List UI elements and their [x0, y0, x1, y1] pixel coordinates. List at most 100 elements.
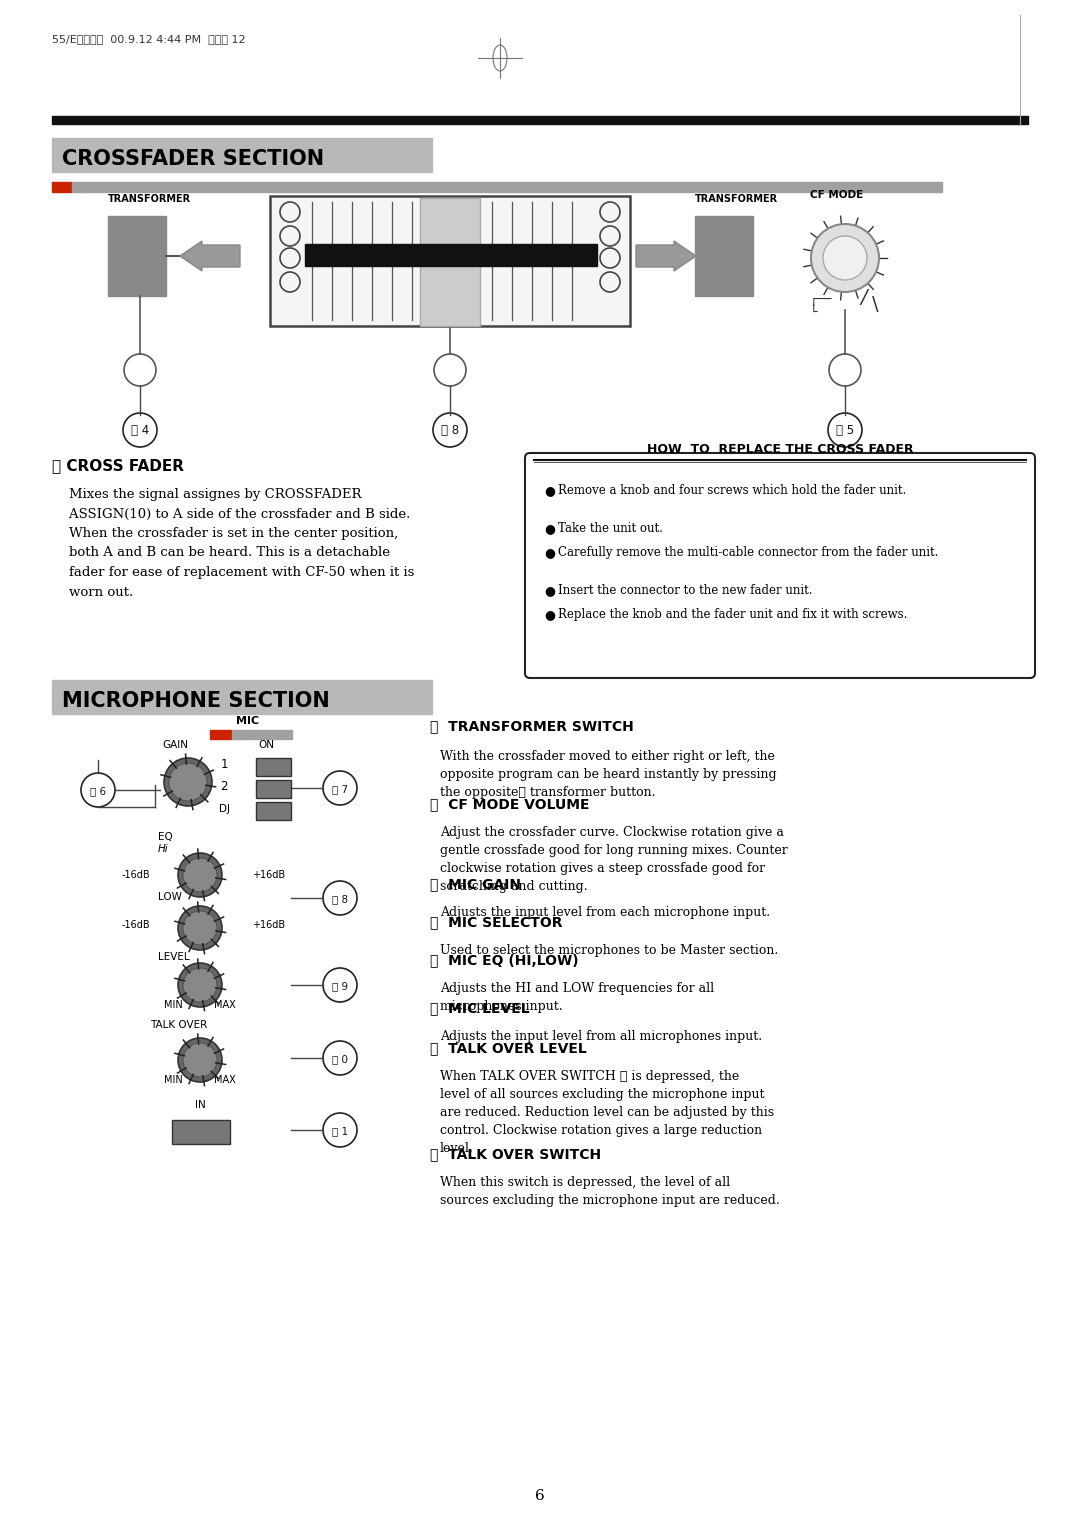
Circle shape [178, 853, 222, 897]
Bar [52, 138, 432, 173]
Text: Ⓘ  TALK OVER SWITCH: Ⓘ TALK OVER SWITCH [430, 1148, 602, 1161]
Circle shape [178, 906, 222, 950]
Circle shape [183, 969, 217, 1002]
Text: IN: IN [194, 1100, 205, 1109]
Text: ●: ● [544, 545, 555, 559]
Text: Ⓒ  CF MODE VOLUME: Ⓒ CF MODE VOLUME [430, 798, 590, 811]
Text: ⓒ 9: ⓒ 9 [332, 981, 348, 992]
Text: Insert the connector to the new fader unit.: Insert the connector to the new fader un… [558, 584, 812, 597]
Bar [256, 802, 291, 821]
Text: TRANSFORMER: TRANSFORMER [108, 194, 191, 205]
Text: ●: ● [544, 608, 555, 620]
Text: With the crossfader moved to either right or left, the
opposite program can be h: With the crossfader moved to either righ… [440, 750, 777, 799]
Text: Take the unit out.: Take the unit out. [558, 523, 663, 535]
Text: -16dB: -16dB [121, 920, 150, 931]
Circle shape [183, 911, 217, 944]
Text: A: A [216, 251, 228, 266]
Text: Adjusts the input level from each microphone input.: Adjusts the input level from each microp… [440, 906, 770, 918]
Text: -16dB: -16dB [121, 869, 150, 880]
Circle shape [168, 762, 207, 801]
Text: TALK OVER: TALK OVER [150, 1021, 207, 1030]
Text: Mixes the signal assignes by CROSSFADER
    ASSIGN(10) to A side of the crossfad: Mixes the signal assignes by CROSSFADER … [52, 487, 415, 599]
Text: ●: ● [544, 584, 555, 597]
Bar [256, 758, 291, 776]
Text: DJ: DJ [218, 804, 229, 814]
Text: HOW  TO  REPLACE THE CROSS FADER: HOW TO REPLACE THE CROSS FADER [647, 443, 914, 455]
Text: ⓒ 7: ⓒ 7 [332, 784, 348, 795]
Text: 1: 1 [220, 758, 228, 772]
Text: Ⓖ  MIC LEVEL: Ⓖ MIC LEVEL [430, 1001, 529, 1015]
Text: 55/E／面付け  00.9.12 4:44 PM  ページ 12: 55/E／面付け 00.9.12 4:44 PM ページ 12 [52, 34, 245, 44]
Bar [232, 730, 292, 740]
Bar [696, 215, 753, 296]
Circle shape [178, 963, 222, 1007]
Text: \: \ [872, 295, 879, 313]
Text: ⓓ 1: ⓓ 1 [332, 1126, 348, 1135]
Circle shape [164, 758, 212, 805]
Circle shape [823, 235, 867, 280]
Text: Ⓗ  TALK OVER LEVEL: Ⓗ TALK OVER LEVEL [430, 1041, 586, 1054]
Text: Adjust the crossfader curve. Clockwise rotation give a
gentle crossfade good for: Adjust the crossfader curve. Clockwise r… [440, 827, 787, 892]
Text: Hi: Hi [158, 843, 168, 854]
Text: +16dB: +16dB [252, 869, 285, 880]
Text: ●: ● [544, 484, 555, 497]
FancyBboxPatch shape [525, 452, 1035, 678]
Text: MIN: MIN [164, 1076, 183, 1085]
Text: ON: ON [258, 740, 274, 750]
Text: ⓒ 4: ⓒ 4 [131, 425, 149, 437]
Text: Adjusts the input level from all microphones input.: Adjusts the input level from all microph… [440, 1030, 762, 1044]
Text: Carefully remove the multi-cable connector from the fader unit.: Carefully remove the multi-cable connect… [558, 545, 939, 559]
Bar [420, 199, 480, 325]
Text: MIN: MIN [164, 999, 183, 1010]
Text: └: └ [810, 306, 818, 319]
Bar [108, 215, 166, 296]
Text: ⓓ 0: ⓓ 0 [332, 1054, 348, 1063]
Text: MIC: MIC [237, 717, 259, 726]
Text: 2: 2 [220, 779, 228, 793]
Text: LEVEL: LEVEL [158, 952, 190, 963]
Text: ⓒ 8: ⓒ 8 [441, 425, 459, 437]
Bar [52, 182, 72, 193]
Text: ⓒ 8: ⓒ 8 [332, 894, 348, 905]
Text: Ⓔ  MIC SELECTOR: Ⓔ MIC SELECTOR [430, 915, 563, 929]
Bar [210, 730, 232, 740]
Text: ┌──: ┌── [810, 293, 833, 306]
Text: ⓒ 5: ⓒ 5 [836, 425, 854, 437]
Bar [52, 116, 1028, 124]
Text: /: / [860, 287, 866, 307]
Text: MAX: MAX [214, 1076, 235, 1085]
Text: TRANSFORMER: TRANSFORMER [696, 194, 778, 205]
Text: MAX: MAX [214, 999, 235, 1010]
Text: ⓒ 6: ⓒ 6 [90, 785, 106, 796]
Text: When TALK OVER SWITCH ⑱ is depressed, the
level of all sources excluding the mic: When TALK OVER SWITCH ⑱ is depressed, th… [440, 1070, 774, 1155]
Text: Adjusts the HI and LOW frequencies for all
microphones input.: Adjusts the HI and LOW frequencies for a… [440, 983, 714, 1013]
Text: +16dB: +16dB [252, 920, 285, 931]
Bar [52, 680, 432, 714]
Bar [305, 244, 597, 266]
Text: Ⓕ  MIC EQ (HI,LOW): Ⓕ MIC EQ (HI,LOW) [430, 953, 579, 967]
Text: ●: ● [544, 523, 555, 535]
Text: Ⓓ  MIC GAIN: Ⓓ MIC GAIN [430, 877, 521, 891]
Text: CF MODE: CF MODE [810, 189, 863, 200]
Bar [72, 182, 942, 193]
Text: B: B [649, 251, 661, 266]
Text: Ⓑ  TRANSFORMER SWITCH: Ⓑ TRANSFORMER SWITCH [430, 720, 634, 733]
Text: CROSSFADER SECTION: CROSSFADER SECTION [62, 150, 324, 170]
Text: Replace the knob and the fader unit and fix it with screws.: Replace the knob and the fader unit and … [558, 608, 907, 620]
Text: EQ: EQ [158, 833, 173, 842]
Text: GAIN: GAIN [162, 740, 188, 750]
Circle shape [811, 225, 879, 292]
Text: Ⓐ CROSS FADER: Ⓐ CROSS FADER [52, 458, 184, 474]
Bar [270, 196, 630, 325]
FancyArrow shape [180, 241, 240, 270]
Text: LOW: LOW [158, 892, 181, 902]
Circle shape [183, 1044, 217, 1077]
Text: Remove a knob and four screws which hold the fader unit.: Remove a knob and four screws which hold… [558, 484, 906, 497]
Bar [256, 779, 291, 798]
Text: 6: 6 [535, 1488, 545, 1504]
Text: Used to select the microphones to be Master section.: Used to select the microphones to be Mas… [440, 944, 779, 957]
Text: When this switch is depressed, the level of all
sources excluding the microphone: When this switch is depressed, the level… [440, 1177, 780, 1207]
FancyArrow shape [636, 241, 696, 270]
Text: MICROPHONE SECTION: MICROPHONE SECTION [62, 691, 329, 711]
Circle shape [178, 1038, 222, 1082]
